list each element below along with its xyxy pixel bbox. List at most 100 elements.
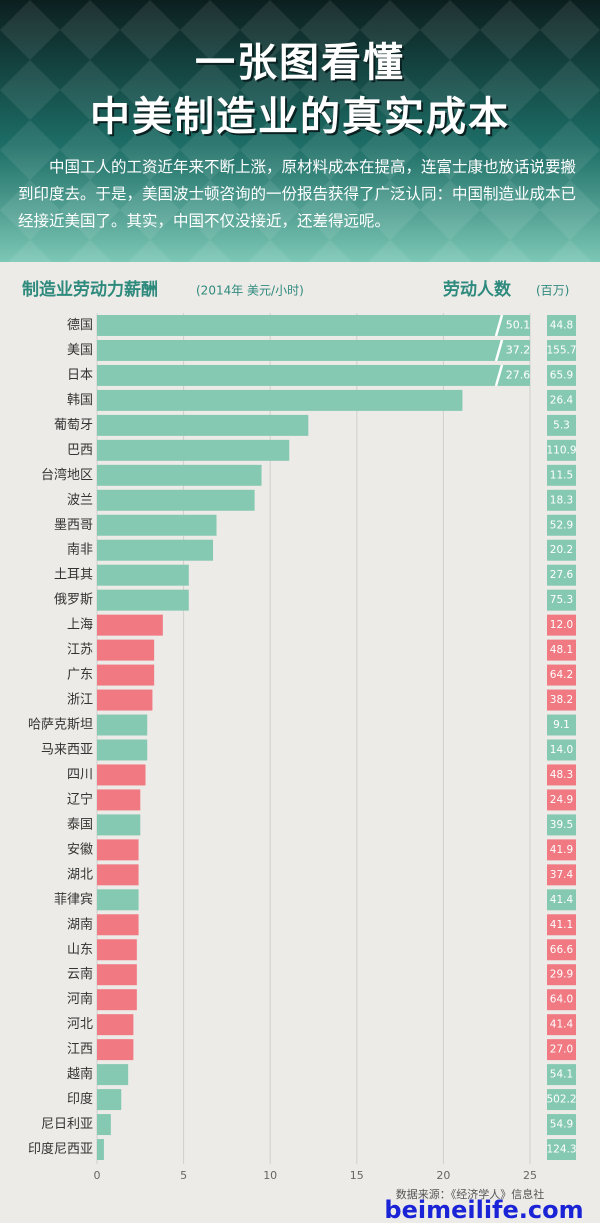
bar xyxy=(97,414,309,436)
bar xyxy=(97,714,148,736)
bar xyxy=(97,364,530,386)
bar xyxy=(97,889,139,911)
worker-label: 37.4 xyxy=(550,869,574,881)
worker-label: 41.1 xyxy=(550,919,573,931)
worker-label: 66.6 xyxy=(550,944,574,956)
y-tick-label: 日本 xyxy=(67,368,93,383)
y-tick-label: 台湾地区 xyxy=(41,467,93,483)
worker-box xyxy=(547,989,576,1011)
y-tick-label: 安徽 xyxy=(67,842,93,857)
value-label: 50.1 xyxy=(506,318,531,331)
worker-box xyxy=(547,414,576,436)
bar xyxy=(97,814,141,836)
worker-box xyxy=(547,539,576,561)
worker-label: 27.0 xyxy=(550,1044,573,1056)
x-tick-label: 5 xyxy=(180,1169,187,1182)
worker-box xyxy=(547,889,576,911)
worker-label: 41.4 xyxy=(550,1019,574,1031)
worker-box xyxy=(547,1039,576,1061)
worker-box xyxy=(547,764,576,786)
worker-box xyxy=(547,639,576,661)
y-tick-label: 南非 xyxy=(67,542,93,558)
worker-box xyxy=(547,839,576,861)
worker-box xyxy=(547,689,576,711)
bar xyxy=(97,789,141,811)
y-tick-label: 湖南 xyxy=(67,916,93,932)
value-label: 27.6 xyxy=(506,368,531,381)
worker-box xyxy=(547,614,576,636)
y-tick-label: 菲律宾 xyxy=(54,891,93,907)
worker-label: 54.1 xyxy=(550,1069,573,1081)
worker-label: 54.9 xyxy=(550,1119,573,1131)
y-tick-label: 哈萨克斯坦 xyxy=(28,718,93,733)
x-tick-label: 20 xyxy=(436,1169,450,1182)
bar xyxy=(97,1039,134,1061)
worker-box xyxy=(547,739,576,761)
worker-label: 44.8 xyxy=(550,319,573,331)
y-tick-label: 墨西哥 xyxy=(54,518,93,533)
worker-box xyxy=(547,914,576,936)
y-tick-label: 俄罗斯 xyxy=(54,593,93,608)
worker-box xyxy=(547,364,576,386)
worker-box xyxy=(547,564,576,586)
bar xyxy=(97,564,189,586)
worker-box xyxy=(547,864,576,886)
y-tick-label: 辽宁 xyxy=(67,791,93,807)
y-tick-label: 江西 xyxy=(67,1042,93,1057)
intro: 中国工人的工资近年来不断上涨，原材料成本在提高，连富士康也放话说要搬到印度去。于… xyxy=(18,158,577,230)
y-tick-label: 山东 xyxy=(67,942,93,957)
x-tick-label: 10 xyxy=(263,1169,277,1182)
y-tick-label: 越南 xyxy=(67,1066,93,1082)
bar xyxy=(97,439,290,461)
y-tick-label: 广东 xyxy=(67,668,93,683)
worker-label: 110.9 xyxy=(546,444,576,456)
worker-label: 27.6 xyxy=(550,569,574,581)
bar xyxy=(97,764,146,786)
worker-label: 24.9 xyxy=(550,794,573,806)
bar xyxy=(97,689,153,711)
y-tick-label: 葡萄牙 xyxy=(54,418,93,433)
worker-label: 64.0 xyxy=(550,994,573,1006)
worker-label: 48.1 xyxy=(550,644,573,656)
worker-box xyxy=(547,489,576,511)
y-tick-label: 美国 xyxy=(67,343,93,358)
worker-box xyxy=(547,1139,576,1161)
y-tick-label: 云南 xyxy=(67,966,93,982)
source: 数据来源：《经济学人》信息社 xyxy=(396,1187,545,1201)
worker-label: 11.5 xyxy=(550,469,573,481)
worker-box xyxy=(547,464,576,486)
worker-label: 26.4 xyxy=(550,394,574,406)
title-line: 一张图看懂 xyxy=(195,40,405,86)
worker-label: 29.9 xyxy=(550,969,573,981)
worker-box xyxy=(547,1014,576,1036)
y-tick-label: 泰国 xyxy=(67,817,93,832)
bar xyxy=(97,664,155,686)
worker-box xyxy=(547,339,576,361)
worker-box xyxy=(547,814,576,836)
break-mark xyxy=(494,364,504,387)
title-line: 中美制造业的真实成本 xyxy=(90,94,510,140)
worker-box xyxy=(547,1064,576,1086)
bar xyxy=(97,514,217,536)
y-tick-label: 印度 xyxy=(67,1091,93,1107)
bar xyxy=(97,639,155,661)
worker-box xyxy=(547,514,576,536)
bar xyxy=(97,539,214,561)
bar xyxy=(97,589,189,611)
bar xyxy=(97,1139,104,1161)
bar xyxy=(97,339,530,361)
worker-box xyxy=(547,664,576,686)
y-tick-label: 土耳其 xyxy=(54,568,93,583)
worker-label: 502.2 xyxy=(546,1094,576,1106)
y-tick-label: 江苏 xyxy=(67,642,93,658)
worker-box xyxy=(547,439,576,461)
x-tick-label: 15 xyxy=(350,1169,364,1182)
bar xyxy=(97,939,137,961)
right-title: 劳动人数 xyxy=(443,279,512,300)
bar xyxy=(97,314,530,336)
break-mark xyxy=(494,339,504,362)
y-tick-label: 浙江 xyxy=(67,693,93,708)
y-tick-label: 上海 xyxy=(67,618,93,633)
chart-subtitle: (2014年 美元/小时) xyxy=(196,284,304,298)
